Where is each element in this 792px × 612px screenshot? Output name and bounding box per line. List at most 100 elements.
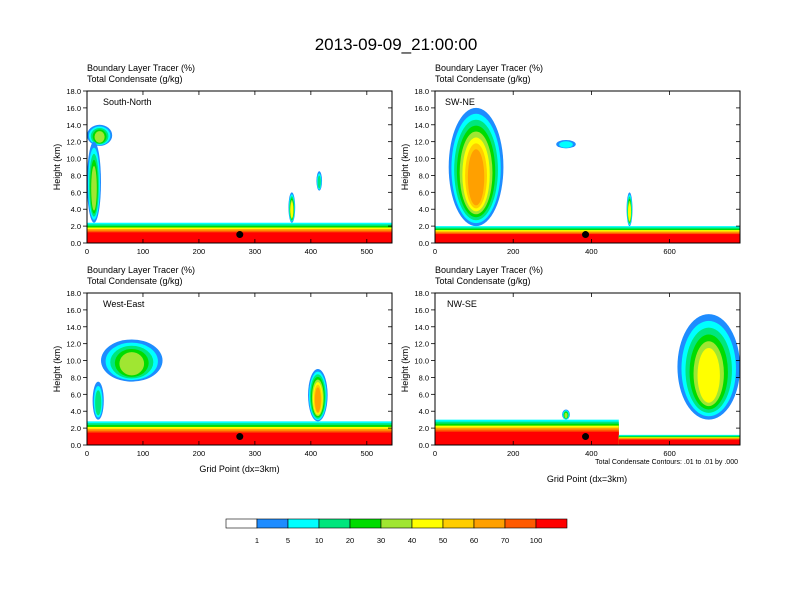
cloud-contour: [564, 412, 568, 419]
colorbar-swatch: [380, 518, 413, 529]
panel-subtitle-condensate: Total Condensate (g/kg): [87, 74, 183, 84]
panel-subtitle-condensate: Total Condensate (g/kg): [435, 74, 531, 84]
colorbar-label: 100: [530, 536, 543, 545]
y-tick-label: 0.0: [419, 441, 429, 450]
x-tick-label: 200: [193, 247, 206, 256]
x-axis-ticks: 0 100 200 300 400 500: [85, 91, 373, 256]
y-tick-label: 8.0: [419, 373, 429, 382]
y-tick-label: 10.0: [66, 357, 81, 366]
x-axis-label: Grid Point (dx=3km): [199, 464, 279, 474]
y-tick-label: 12.0: [414, 340, 429, 349]
column-contour: [628, 203, 632, 221]
panel-sw-ne: Boundary Layer Tracer (%) Total Condensa…: [400, 63, 741, 256]
x-tick-label: 300: [249, 247, 262, 256]
boundary-layer-band: [435, 431, 619, 445]
y-tick-label: 4.0: [71, 407, 81, 416]
y-axis-label: Height (km): [400, 144, 410, 191]
boundary-layer-band: [435, 234, 740, 243]
boundary-layer-band: [618, 439, 740, 445]
y-tick-label: 4.0: [419, 205, 429, 214]
colorbar-label: 1: [255, 536, 259, 545]
y-tick-label: 16.0: [414, 104, 429, 113]
y-tick-label: 2.0: [419, 222, 429, 231]
y-tick-label: 8.0: [71, 171, 81, 180]
cloud-contour: [317, 175, 321, 189]
x-tick-label: 600: [663, 247, 676, 256]
colorbar-swatch: [287, 518, 320, 529]
contour-field: [87, 339, 392, 445]
y-tick-label: 6.0: [419, 390, 429, 399]
x-tick-label: 500: [361, 449, 374, 458]
y-tick-label: 6.0: [71, 390, 81, 399]
x-tick-label: 200: [507, 247, 520, 256]
anvil-contour: [119, 352, 145, 376]
plot-frame: [86, 90, 393, 244]
column-contour: [91, 165, 97, 211]
convective-core-contour: [467, 149, 485, 206]
colorbar-label: 40: [408, 536, 416, 545]
location-marker: [582, 231, 590, 239]
x-tick-label: 400: [305, 449, 318, 458]
y-tick-label: 8.0: [419, 171, 429, 180]
y-axis-label: Height (km): [52, 144, 62, 191]
x-tick-label: 600: [663, 449, 676, 458]
location-marker: [236, 433, 244, 441]
y-axis-ticks: 0.0 2.0 4.0 6.0 8.0 10.0 12.0 14.0 16.0 18.0: [66, 289, 392, 450]
y-tick-label: 0.0: [419, 239, 429, 248]
plot-frame: [434, 90, 741, 244]
y-tick-label: 18.0: [66, 87, 81, 96]
anvil-contour: [697, 348, 720, 403]
y-tick-label: 12.0: [66, 138, 81, 147]
colorbar-label: 60: [470, 536, 478, 545]
y-tick-label: 14.0: [414, 323, 429, 332]
y-tick-label: 18.0: [414, 289, 429, 298]
x-tick-label: 100: [137, 449, 150, 458]
figure-title: 2013-09-09_21:00:00: [315, 35, 478, 54]
column-contour: [95, 390, 102, 416]
colorbar-swatch: [225, 518, 258, 529]
contour-field: [435, 107, 740, 243]
x-axis-ticks: 0 200 400 600: [433, 293, 676, 458]
plot-frame: [434, 292, 741, 446]
colorbar-swatch: [535, 518, 568, 529]
y-tick-label: 4.0: [419, 407, 429, 416]
colorbar-label: 30: [377, 536, 385, 545]
y-tick-label: 10.0: [414, 155, 429, 164]
panel-west-east: Boundary Layer Tracer (%) Total Condensa…: [52, 265, 393, 474]
y-tick-label: 18.0: [66, 289, 81, 298]
y-axis-ticks: 0.0 2.0 4.0 6.0 8.0 10.0 12.0 14.0 16.0 18.0: [414, 289, 740, 450]
panel-subtitle-tracer: Boundary Layer Tracer (%): [435, 265, 543, 275]
panel-label: NW-SE: [447, 299, 477, 309]
colorbar-label: 5: [286, 536, 290, 545]
column-contour: [314, 387, 321, 413]
y-tick-label: 2.0: [71, 222, 81, 231]
y-tick-label: 16.0: [414, 306, 429, 315]
y-tick-label: 6.0: [419, 188, 429, 197]
y-tick-label: 6.0: [71, 188, 81, 197]
colorbar-label: 20: [346, 536, 354, 545]
colorbar: 1 5 10 20 30 40 50 60 70 100: [225, 518, 568, 545]
colorbar-label: 50: [439, 536, 447, 545]
x-axis-ticks: 0 200 400 600: [433, 91, 676, 256]
contour-field: [435, 314, 740, 445]
x-tick-label: 0: [85, 449, 89, 458]
x-tick-label: 400: [305, 247, 318, 256]
panel-subtitle-tracer: Boundary Layer Tracer (%): [87, 265, 195, 275]
panel-nw-se: Boundary Layer Tracer (%) Total Condensa…: [400, 265, 741, 484]
column-contour: [290, 202, 294, 218]
x-tick-label: 400: [585, 449, 598, 458]
y-tick-label: 12.0: [414, 138, 429, 147]
y-tick-label: 4.0: [71, 205, 81, 214]
y-tick-label: 18.0: [414, 87, 429, 96]
colorbar-label: 10: [315, 536, 323, 545]
panel-subtitle-condensate: Total Condensate (g/kg): [435, 276, 531, 286]
colorbar-label: 70: [501, 536, 509, 545]
colorbar-swatch: [442, 518, 475, 529]
x-tick-label: 0: [433, 247, 437, 256]
y-tick-label: 8.0: [71, 373, 81, 382]
colorbar-swatch: [256, 518, 289, 529]
panel-label: West-East: [103, 299, 145, 309]
x-tick-label: 0: [433, 449, 437, 458]
y-tick-label: 14.0: [414, 121, 429, 130]
